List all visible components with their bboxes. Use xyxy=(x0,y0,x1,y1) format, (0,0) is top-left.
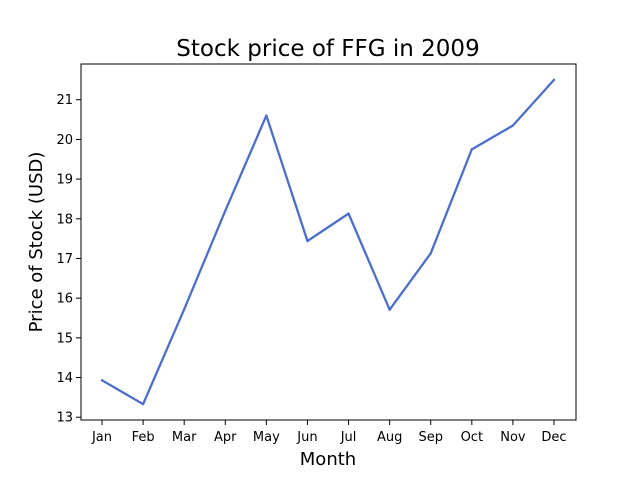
x-axis: Jan Feb Mar Apr May Jun Jul Aug Sep Oct Nov Dec xyxy=(91,420,567,445)
x-tick-label: May xyxy=(253,430,280,445)
data-point xyxy=(182,308,186,311)
data-point xyxy=(429,252,432,255)
data-point xyxy=(552,78,556,82)
y-tick-label: 17 xyxy=(56,252,73,267)
x-tick-label: Mar xyxy=(172,430,197,445)
y-tick-label: 20 xyxy=(56,133,73,148)
data-point xyxy=(470,148,474,151)
x-tick-label: Jan xyxy=(91,430,112,445)
x-tick-label: Oct xyxy=(461,430,483,445)
x-tick-label: Aug xyxy=(377,430,402,445)
data-points xyxy=(100,78,556,406)
x-tick-label: Feb xyxy=(132,430,155,445)
y-tick-label: 19 xyxy=(56,173,73,188)
x-axis-label: Month xyxy=(300,449,356,470)
y-tick-label: 16 xyxy=(56,292,73,307)
y-tick-label: 13 xyxy=(56,411,73,426)
data-point xyxy=(265,114,268,117)
x-tick-label: Jun xyxy=(296,430,317,445)
chart-title: Stock price of FFG in 2009 xyxy=(176,36,479,62)
y-tick-label: 15 xyxy=(56,331,73,346)
y-axis: 13 14 15 16 17 18 19 20 21 xyxy=(56,93,81,426)
x-tick-label: Sep xyxy=(418,430,443,445)
y-tick-label: 18 xyxy=(56,212,73,227)
y-tick-label: 21 xyxy=(56,93,73,108)
data-point xyxy=(141,402,145,406)
x-tick-label: Nov xyxy=(500,430,526,445)
data-point xyxy=(306,239,309,243)
x-tick-label: Dec xyxy=(541,430,566,445)
x-tick-label: Apr xyxy=(214,430,237,445)
x-tick-label: Jul xyxy=(340,430,357,445)
data-point xyxy=(100,379,104,382)
data-point xyxy=(347,212,350,215)
data-point xyxy=(224,209,227,213)
data-point xyxy=(511,124,515,127)
y-tick-label: 14 xyxy=(56,371,73,386)
plot-area xyxy=(80,63,577,421)
data-point xyxy=(388,308,391,311)
series-line xyxy=(100,78,556,406)
y-axis-label: Price of Stock (USD) xyxy=(26,152,47,333)
